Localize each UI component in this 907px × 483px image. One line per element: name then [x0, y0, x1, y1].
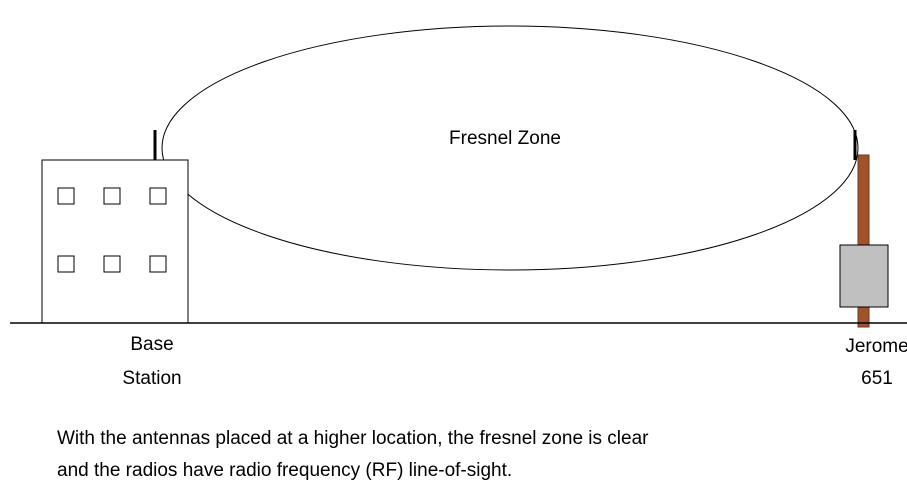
window — [58, 188, 74, 204]
base-building — [42, 160, 188, 323]
window — [150, 256, 166, 272]
window — [150, 188, 166, 204]
window — [58, 256, 74, 272]
diagram: Fresnel Zone Base Station Jerome 651 Wit… — [0, 0, 907, 483]
device-label: 651 — [861, 368, 893, 389]
base-label: Station — [122, 368, 181, 389]
radio-box — [840, 245, 888, 307]
base-label: Base — [130, 334, 173, 355]
window — [104, 256, 120, 272]
caption: With the antennas placed at a higher loc… — [57, 428, 649, 449]
device-label: Jerome — [845, 336, 907, 357]
window — [104, 188, 120, 204]
zone-label: Fresnel Zone — [449, 128, 561, 149]
caption: and the radios have radio frequency (RF)… — [57, 460, 512, 481]
